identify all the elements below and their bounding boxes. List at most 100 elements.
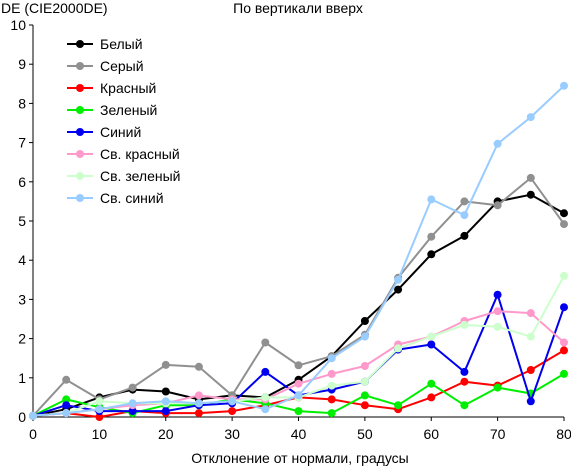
data-point — [394, 285, 403, 294]
legend: Белый Серый Красный Зеленый Синий Св. красный… — [67, 36, 180, 206]
data-point — [427, 393, 436, 402]
data-point — [194, 409, 203, 418]
data-point — [493, 383, 502, 392]
legend-item: Св. синий — [67, 190, 164, 206]
data-point — [460, 197, 469, 206]
y-tick-label: 6 — [18, 174, 26, 190]
data-point — [460, 211, 469, 220]
data-point — [261, 393, 270, 402]
data-point — [427, 379, 436, 388]
data-point — [460, 377, 469, 386]
data-point — [427, 340, 436, 349]
y-tick-label: 0 — [18, 409, 26, 425]
data-point — [294, 379, 303, 388]
data-point — [62, 395, 71, 404]
data-point — [294, 391, 303, 400]
data-point — [394, 401, 403, 410]
data-point — [460, 401, 469, 410]
data-point — [360, 332, 369, 341]
data-point — [128, 383, 137, 392]
x-tick-label: 60 — [423, 426, 439, 442]
data-point — [62, 375, 71, 384]
data-point — [360, 317, 369, 325]
data-point — [526, 332, 535, 341]
data-point — [394, 344, 403, 353]
data-point — [62, 401, 71, 410]
data-point — [360, 401, 369, 410]
legend-swatch-marker — [76, 172, 84, 180]
legend-label: Св. синий — [100, 190, 164, 206]
legend-item: Св. зеленый — [67, 168, 180, 184]
data-point — [95, 397, 104, 406]
legend-swatch-marker — [76, 106, 84, 114]
x-tick-label: 0 — [29, 426, 37, 442]
data-point — [294, 407, 303, 416]
legend-label: Белый — [100, 36, 143, 52]
data-point — [427, 250, 436, 259]
legend-item: Серый — [67, 58, 144, 74]
data-point — [560, 338, 568, 347]
data-point — [360, 391, 369, 400]
data-point — [526, 173, 535, 182]
x-tick-label: 80 — [556, 426, 571, 442]
data-point — [427, 232, 436, 241]
data-point — [327, 395, 336, 404]
legend-swatch-marker — [76, 62, 84, 70]
data-point — [493, 322, 502, 331]
chart-title: По вертикали вверх — [233, 0, 363, 16]
data-point — [394, 275, 403, 284]
data-point — [560, 346, 568, 355]
data-point — [194, 391, 203, 400]
legend-label: Красный — [100, 80, 156, 96]
data-point — [560, 369, 568, 378]
data-point — [327, 354, 336, 363]
data-point — [161, 407, 170, 416]
data-point — [95, 405, 104, 414]
y-axis-label: DE (CIE2000DE) — [1, 0, 108, 16]
x-tick-label: 20 — [158, 426, 174, 442]
y-tick-label: 2 — [18, 331, 26, 347]
x-tick-label: 70 — [490, 426, 506, 442]
data-point — [526, 309, 535, 318]
x-tick-label: 30 — [224, 426, 240, 442]
data-point — [360, 377, 369, 386]
data-point — [560, 271, 568, 280]
legend-swatch-marker — [76, 128, 84, 136]
data-point — [128, 407, 137, 416]
legend-item: Красный — [67, 80, 156, 96]
y-tick-label: 3 — [18, 291, 26, 307]
data-point — [560, 209, 568, 218]
data-point — [493, 139, 502, 148]
plot-lines — [29, 81, 568, 421]
data-point — [560, 220, 568, 229]
data-point — [228, 397, 237, 406]
y-tick-label: 9 — [18, 56, 26, 72]
data-point — [29, 411, 37, 420]
y-tick-label: 4 — [18, 252, 26, 268]
legend-label: Зеленый — [100, 102, 157, 118]
data-point — [460, 320, 469, 329]
data-point — [493, 201, 502, 210]
y-tick-label: 1 — [18, 370, 26, 386]
data-point — [95, 413, 104, 421]
data-point — [327, 369, 336, 378]
data-point — [194, 399, 203, 408]
data-point — [327, 381, 336, 390]
legend-swatch-marker — [76, 40, 84, 48]
legend-swatch-marker — [76, 84, 84, 92]
legend-label: Св. красный — [100, 146, 180, 162]
legend-item: Зеленый — [67, 102, 157, 118]
data-point — [327, 409, 336, 418]
data-point — [261, 405, 270, 414]
y-tick-label: 10 — [10, 17, 26, 33]
data-point — [560, 303, 568, 312]
x-tick-label: 40 — [291, 426, 307, 442]
legend-label: Синий — [100, 124, 141, 140]
data-point — [460, 367, 469, 376]
data-point — [194, 362, 203, 371]
legend-swatch-marker — [76, 150, 84, 158]
data-point — [526, 397, 535, 406]
data-point — [460, 231, 469, 240]
y-tick-label: 7 — [18, 135, 26, 151]
